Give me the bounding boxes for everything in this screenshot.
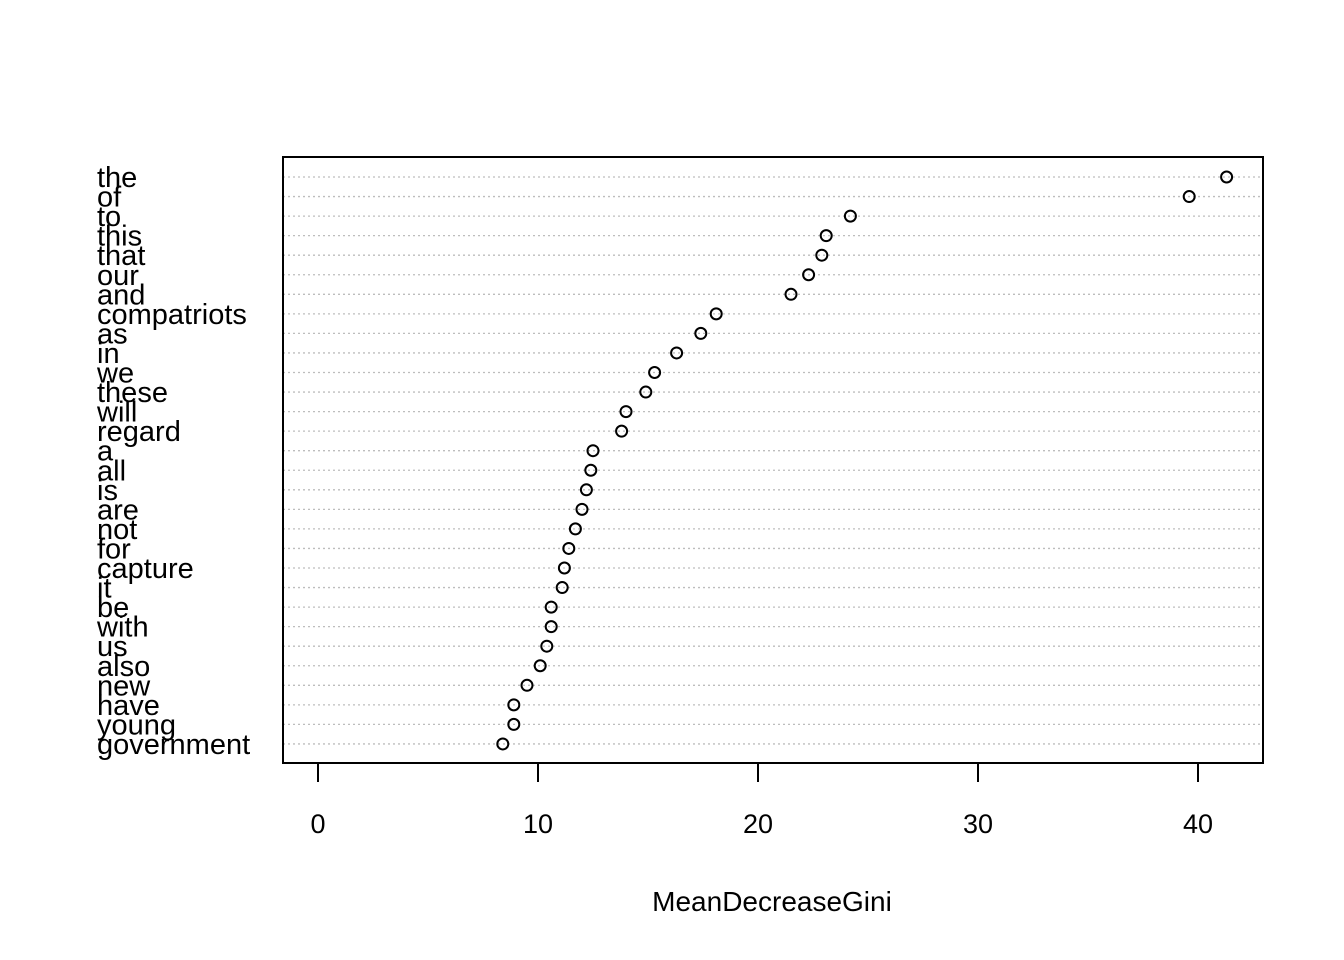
data-point xyxy=(496,737,510,751)
data-point xyxy=(784,287,798,301)
x-tick-label: 40 xyxy=(1183,809,1213,839)
data-point xyxy=(639,385,653,399)
category-label: us xyxy=(97,631,128,663)
data-points xyxy=(496,170,1234,751)
category-label: is xyxy=(97,475,118,507)
category-label: also xyxy=(97,651,150,683)
data-point xyxy=(557,561,571,575)
data-point xyxy=(648,366,662,379)
category-label: have xyxy=(97,690,160,722)
data-point xyxy=(815,248,829,262)
data-point xyxy=(579,483,593,497)
data-point xyxy=(694,326,708,340)
category-label: for xyxy=(97,533,131,565)
x-tick-label: 10 xyxy=(523,809,553,839)
data-point xyxy=(555,581,569,595)
data-point xyxy=(575,502,589,516)
category-label: capture xyxy=(97,553,194,585)
data-point xyxy=(615,424,629,438)
data-point xyxy=(562,541,576,555)
category-label: it xyxy=(97,573,112,605)
category-label: government xyxy=(97,729,250,761)
data-point xyxy=(802,268,816,282)
category-labels: theoftothisthatourandcompatriotsasinweth… xyxy=(96,162,250,761)
x-tick-label: 0 xyxy=(310,809,325,839)
plot-frame xyxy=(282,156,1264,764)
data-point xyxy=(568,522,582,536)
category-label: will xyxy=(96,397,137,429)
category-label: the xyxy=(97,162,137,194)
category-label: and xyxy=(97,279,145,311)
x-tick-label: 30 xyxy=(963,809,993,839)
data-point xyxy=(544,620,558,634)
category-label: not xyxy=(97,514,137,546)
data-point xyxy=(619,405,633,419)
category-label: compatriots xyxy=(97,299,247,331)
data-point xyxy=(670,346,684,360)
data-point xyxy=(1220,170,1234,184)
category-label: new xyxy=(97,670,151,702)
category-label: we xyxy=(96,358,134,390)
data-point xyxy=(520,678,534,692)
category-label: this xyxy=(97,221,142,253)
category-label: young xyxy=(97,709,176,741)
category-label: that xyxy=(97,240,145,272)
x-tick-label: 20 xyxy=(743,809,773,839)
data-point xyxy=(584,463,598,477)
category-label: all xyxy=(97,455,126,487)
category-label: of xyxy=(97,182,122,214)
category-label: these xyxy=(97,377,168,409)
data-point xyxy=(843,209,857,223)
x-axis: 0 10 20 30 40 xyxy=(310,762,1213,839)
data-point xyxy=(819,229,833,243)
data-point xyxy=(586,444,600,458)
x-axis-title: MeanDecreaseGini xyxy=(652,886,892,917)
category-label: a xyxy=(97,436,114,468)
data-point xyxy=(540,639,554,653)
data-point xyxy=(507,698,521,712)
category-label: in xyxy=(97,338,120,370)
category-label: with xyxy=(96,612,149,644)
data-point xyxy=(709,307,723,321)
data-point xyxy=(533,659,547,673)
data-point xyxy=(544,600,558,614)
data-point xyxy=(507,717,521,731)
category-label: be xyxy=(97,592,129,624)
category-label: regard xyxy=(97,416,181,448)
category-label: to xyxy=(97,201,121,233)
category-label: are xyxy=(97,494,139,526)
category-label: as xyxy=(97,318,128,350)
category-label: our xyxy=(97,260,139,292)
data-point xyxy=(1182,190,1196,204)
grid-lines xyxy=(283,176,1263,745)
